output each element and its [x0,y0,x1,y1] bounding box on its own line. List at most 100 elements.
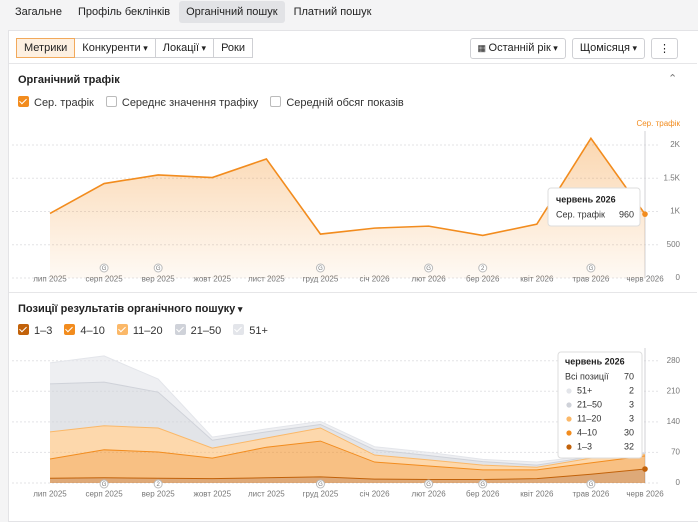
annotation-marker [586,263,596,273]
y-tick-label: 140 [667,417,681,426]
stacked-line [49,425,646,468]
x-tick-label: лют 2026 [412,275,447,284]
period-dropdown[interactable]: ▦ Останній рік [469,38,566,59]
annotation-marker [478,479,488,489]
toolbar-button[interactable]: Метрики [16,38,76,58]
metric-label: Сер. трафік [34,97,94,109]
annotation-label: G [156,266,161,272]
tooltip-label: Всі позиції [565,371,609,381]
y-tick-label: 210 [667,386,681,395]
y-tick-label: 70 [671,448,680,457]
tooltip-dot [566,388,572,394]
tooltip-dot [566,430,572,436]
tab[interactable]: Органічний пошук [179,1,285,23]
tooltip-label: 51+ [577,385,592,395]
metric-label: Середнє значення трафіку [121,97,259,109]
legend-item[interactable]: 21–50 [174,324,222,337]
legend-item[interactable]: 11–20 [116,324,163,337]
checkbox[interactable] [64,324,76,335]
x-tick-label: січ 2026 [360,275,391,284]
legend-label: 4–10 [80,325,105,337]
tab[interactable]: Загальне [15,6,62,18]
toolbar: Метрики Конкуренти Локації Роки [16,38,254,58]
tooltip-label: 21–50 [577,399,602,409]
metric-label: Середній обсяг показів [286,97,404,109]
stacked-line [49,381,646,466]
collapse-button[interactable]: ⌃ [668,73,678,85]
x-tick-label: бер 2026 [466,490,500,499]
legend-label: 21–50 [190,325,222,337]
y-tick-label: 280 [667,356,681,365]
metric-toggle[interactable]: Середнє значення трафіку [105,96,259,109]
legend-label: 1–3 [34,325,53,337]
metric-toggle[interactable]: Сер. трафік [18,96,94,109]
hover-dot [642,466,648,472]
x-tick-label: лист 2025 [248,275,285,284]
annotation-label: G [318,266,323,272]
tooltip-box [557,351,643,459]
x-tick-label: серп 2025 [85,275,123,284]
divider [9,63,697,64]
stacked-line [49,355,646,463]
legend-label: 51+ [249,325,268,337]
annotation-marker [99,479,109,489]
toolbar-button[interactable]: Конкуренти [74,38,156,58]
checkbox[interactable] [233,324,245,335]
tab[interactable]: Профіль беклінків [78,6,171,18]
tooltip-value: 70 [624,371,634,381]
x-tick-label: лип 2025 [33,275,67,284]
legend: 1–3 4–10 11–20 21–50 51+ [18,324,268,337]
legend-item[interactable]: 51+ [233,324,268,337]
checkbox[interactable] [174,324,186,335]
checkbox[interactable] [18,96,29,107]
annotation-label: G [480,482,485,488]
line [49,136,646,237]
checkbox[interactable] [116,324,128,335]
checkbox[interactable] [18,324,29,335]
section-title: Органічний трафік [18,74,120,86]
tooltip-box [547,187,641,227]
section-title[interactable]: Позиції результатів органічного пошуку [18,303,242,315]
x-tick-label: черв 2026 [626,275,664,284]
y-tick-label: 2K [670,140,680,149]
tooltip-label: 11–20 [577,413,601,423]
annotation-label: G [589,482,594,488]
legend-item[interactable]: 4–10 [64,324,105,337]
annotation-marker [586,479,596,489]
tab[interactable]: Платний пошук [293,6,372,18]
x-tick-label: вер 2025 [142,275,176,284]
annotation-label: G [426,482,431,488]
annotation-marker [315,479,325,489]
x-tick-label: квіт 2026 [520,490,554,499]
y-axis-title: Сер. трафік [636,119,680,128]
metric-toggle[interactable]: Середній обсяг показів [270,96,404,109]
toolbar-right: ▦ Останній рік Щомісяця ⋮ [469,38,678,59]
divider [9,292,697,293]
tooltip-value: 30 [624,427,634,437]
toolbar-button[interactable]: Локації [154,38,215,58]
interval-dropdown[interactable]: Щомісяця [571,38,645,59]
x-tick-label: серп 2025 [85,490,123,499]
x-tick-label: січ 2026 [360,490,391,499]
tooltip-title: червень 2026 [565,356,625,366]
toolbar-button[interactable]: Роки [213,38,254,58]
annotation-marker [153,479,163,489]
annotation-marker [315,263,325,273]
tooltip-value: 3 [629,413,634,423]
x-tick-label: вер 2025 [142,490,176,499]
tooltip-label: 1–3 [577,441,592,451]
tooltip-label: 4–10 [577,427,597,437]
checkbox[interactable] [105,96,117,107]
stacked-line [49,468,646,481]
checkbox[interactable] [270,96,282,107]
tooltip-value: 960 [619,209,634,219]
period-label: Останній рік [488,42,551,54]
annotation-label: G [589,266,594,272]
y-tick-label: 0 [676,273,681,282]
annotation-marker [99,263,109,273]
more-button[interactable]: ⋮ [651,38,678,59]
tooltip-value: 3 [629,399,634,409]
legend-item[interactable]: 1–3 [18,324,52,337]
